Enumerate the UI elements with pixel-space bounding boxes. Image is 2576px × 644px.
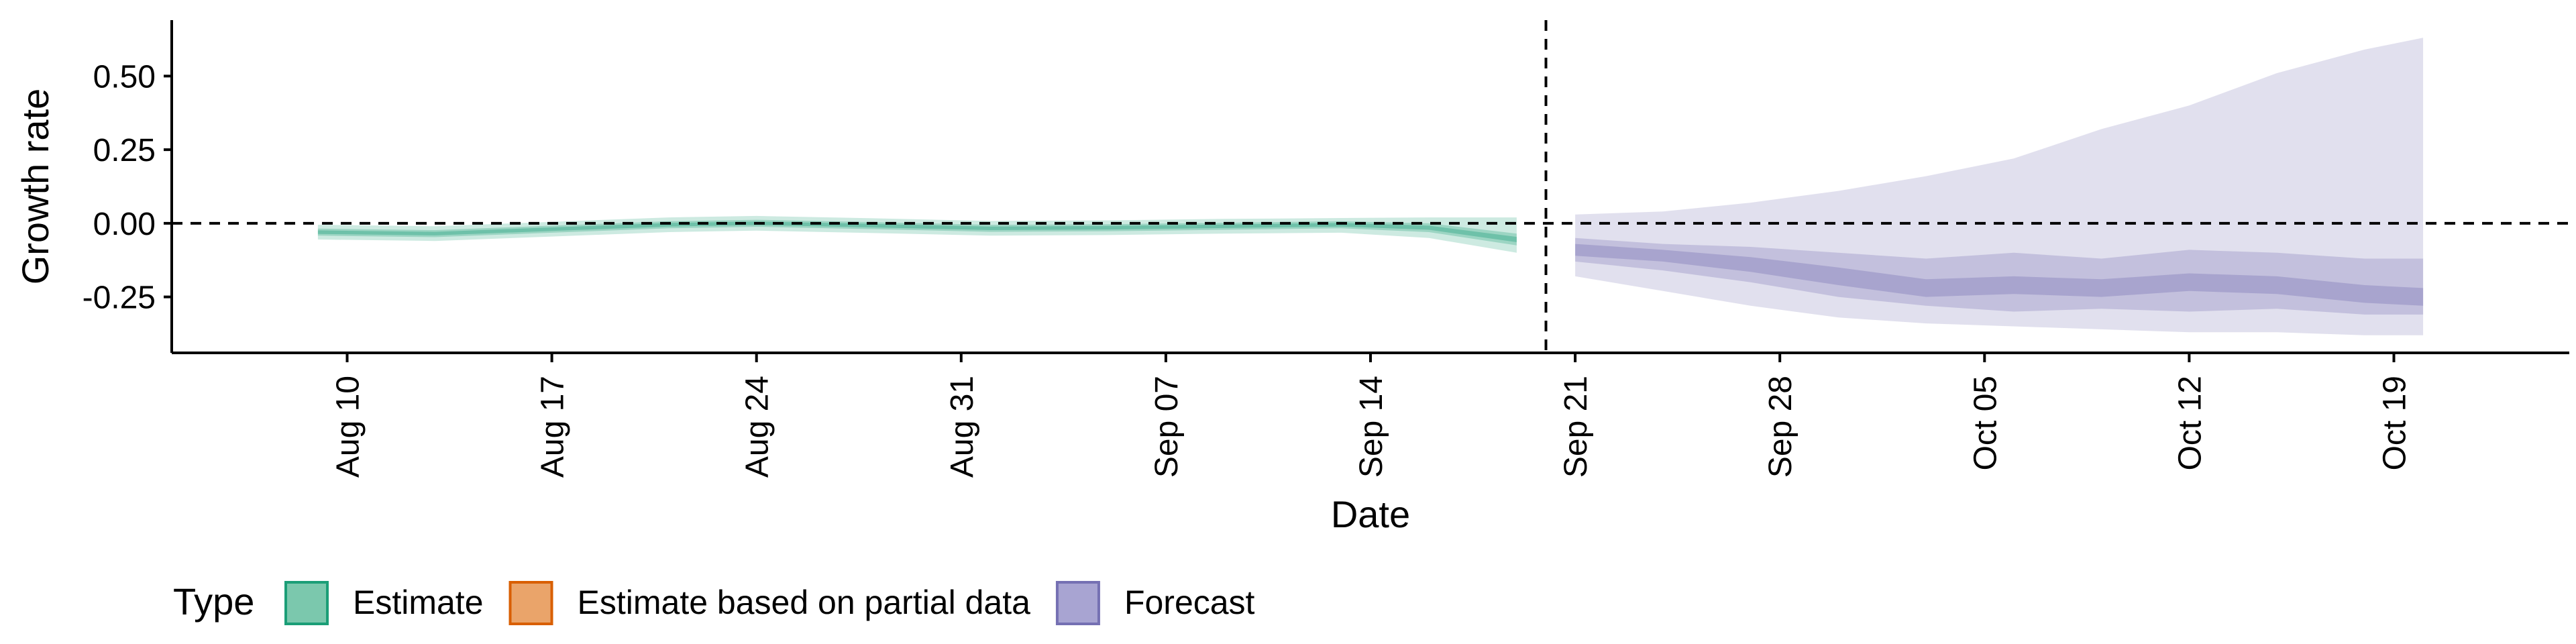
x-tick-label: Aug 31: [945, 376, 980, 478]
x-tick-label: Sep 28: [1763, 376, 1799, 478]
x-tick-label: Aug 17: [535, 376, 571, 478]
y-tick-label: 0.25: [93, 133, 156, 168]
ribbon-bands: [317, 38, 2424, 335]
legend-swatch: [284, 581, 329, 625]
estimate-band-50: [317, 219, 1517, 246]
x-ticks: Aug 10 Aug 17 Aug 24 Aug 31 Sep 07 Sep 14 Sep …: [331, 353, 2412, 478]
x-tick-label: Aug 10: [331, 376, 366, 478]
x-tick-label: Aug 24: [740, 376, 775, 478]
legend: Type Estimate Estimate based on partial da…: [173, 580, 1255, 625]
x-tick-label: Sep 14: [1354, 376, 1389, 478]
x-tick-label: Sep 07: [1149, 376, 1185, 478]
legend-title: Type: [173, 580, 254, 623]
x-tick-label: Oct 12: [2172, 376, 2208, 470]
x-tick-label: Oct 19: [2377, 376, 2412, 470]
reference-lines: [172, 20, 2569, 353]
legend-label: Forecast: [1124, 584, 1255, 621]
estimate-band-20: [317, 221, 1517, 242]
legend-swatch: [508, 581, 553, 625]
y-ticks: 0.50 0.25 0.00 -0.25: [83, 59, 172, 316]
legend-label: Estimate: [353, 584, 484, 621]
x-axis-title: Date: [1331, 493, 1410, 535]
y-tick-label: 0.50: [93, 59, 156, 95]
y-tick-label: -0.25: [83, 280, 156, 316]
forecast-band-20: [1575, 244, 2424, 306]
legend-label: Estimate based on partial data: [578, 584, 1031, 621]
y-tick-label: 0.00: [93, 207, 156, 242]
x-tick-label: Sep 21: [1558, 376, 1594, 478]
forecast-band-90: [1575, 38, 2424, 335]
forecast-band-50: [1575, 237, 2424, 315]
legend-swatch: [1055, 581, 1100, 625]
estimate-band-90: [317, 215, 1517, 253]
x-tick-label: Oct 05: [1968, 376, 2003, 470]
y-axis-title: Growth rate: [14, 89, 56, 285]
